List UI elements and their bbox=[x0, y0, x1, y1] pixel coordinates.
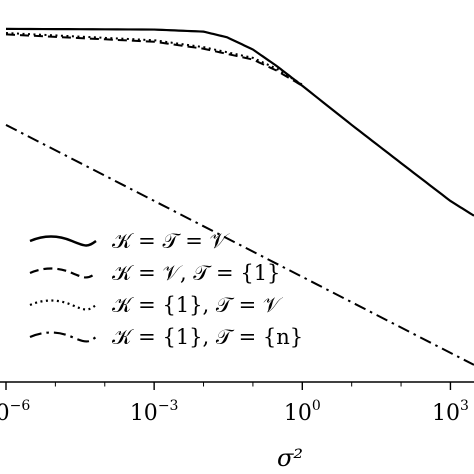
x-tick-label-2: 10−3 bbox=[130, 398, 179, 426]
x-tick-label-1: 10−6 bbox=[0, 398, 30, 426]
legend-label-3: 𝒦 = {1}, 𝒯 = 𝒱 bbox=[112, 293, 284, 317]
legend-swatch-4 bbox=[29, 331, 97, 343]
plot-lines bbox=[5, 27, 474, 366]
x-ticks: 10−6 10−3 100 103 bbox=[0, 382, 469, 426]
legend-label-4: 𝒦 = {1}, 𝒯 = {n} bbox=[112, 325, 303, 349]
legend-swatch-1 bbox=[29, 235, 97, 247]
legend-label-2: 𝒦 = 𝒱, 𝒯 = {1} bbox=[112, 261, 280, 285]
series-line-1 bbox=[5, 27, 474, 217]
series-line-4 bbox=[5, 124, 474, 366]
x-tick-label-4: 103 bbox=[432, 398, 469, 426]
legend-swatch-2 bbox=[29, 267, 97, 279]
x-axis-label: σ² bbox=[277, 444, 303, 472]
legend: 𝒦 = 𝒯 = 𝒱 𝒦 = 𝒱, 𝒯 = {1} 𝒦 = {1}, 𝒯 = 𝒱 𝒦 =… bbox=[29, 229, 303, 349]
legend-label-1: 𝒦 = 𝒯 = 𝒱 bbox=[112, 229, 230, 253]
legend-swatch-3 bbox=[29, 299, 97, 311]
x-tick-label-3: 100 bbox=[284, 398, 321, 426]
